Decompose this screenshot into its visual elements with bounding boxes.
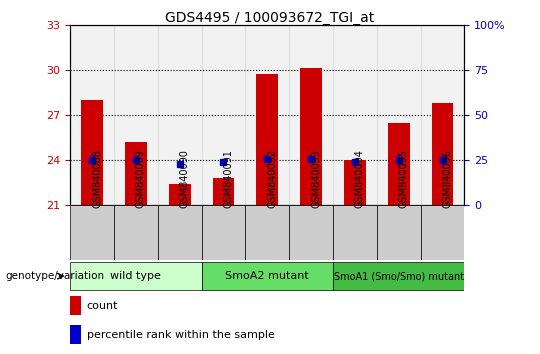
Bar xyxy=(421,205,464,260)
Bar xyxy=(333,25,377,205)
Bar xyxy=(256,74,278,205)
Bar xyxy=(70,296,81,315)
Bar xyxy=(213,178,234,205)
Bar xyxy=(388,122,410,205)
Text: GSM840092: GSM840092 xyxy=(267,149,278,208)
Text: GSM840089: GSM840089 xyxy=(136,149,146,208)
Bar xyxy=(168,184,191,205)
Bar xyxy=(70,25,114,205)
Bar xyxy=(201,25,245,205)
Text: count: count xyxy=(87,301,118,311)
Bar xyxy=(70,325,81,344)
Text: GSM840096: GSM840096 xyxy=(442,149,453,208)
Bar xyxy=(70,205,114,260)
Bar xyxy=(289,205,333,260)
Text: GSM840091: GSM840091 xyxy=(224,149,233,208)
Bar xyxy=(125,142,147,205)
Text: GSM840094: GSM840094 xyxy=(355,149,365,208)
Text: GSM840088: GSM840088 xyxy=(92,149,102,208)
Bar xyxy=(333,262,464,290)
Text: GSM840095: GSM840095 xyxy=(399,149,409,208)
Bar xyxy=(158,205,201,260)
Bar xyxy=(431,103,454,205)
Text: percentile rank within the sample: percentile rank within the sample xyxy=(87,330,275,340)
Bar xyxy=(377,25,421,205)
Bar xyxy=(201,205,245,260)
Bar xyxy=(377,205,421,260)
Bar xyxy=(421,25,464,205)
Bar xyxy=(245,205,289,260)
Bar xyxy=(81,100,103,205)
Bar xyxy=(245,25,289,205)
Bar xyxy=(333,205,377,260)
Text: GSM840090: GSM840090 xyxy=(180,149,190,208)
Text: SmoA2 mutant: SmoA2 mutant xyxy=(225,271,309,281)
Text: GSM840093: GSM840093 xyxy=(311,149,321,208)
Bar xyxy=(158,25,201,205)
Text: genotype/variation: genotype/variation xyxy=(5,271,105,281)
Bar xyxy=(289,25,333,205)
Bar xyxy=(114,25,158,205)
Bar xyxy=(201,262,333,290)
Bar xyxy=(114,205,158,260)
Bar xyxy=(344,160,366,205)
Bar xyxy=(70,262,201,290)
Text: GDS4495 / 100093672_TGI_at: GDS4495 / 100093672_TGI_at xyxy=(165,11,375,25)
Text: wild type: wild type xyxy=(111,271,161,281)
Bar xyxy=(300,68,322,205)
Text: SmoA1 (Smo/Smo) mutant: SmoA1 (Smo/Smo) mutant xyxy=(334,271,464,281)
